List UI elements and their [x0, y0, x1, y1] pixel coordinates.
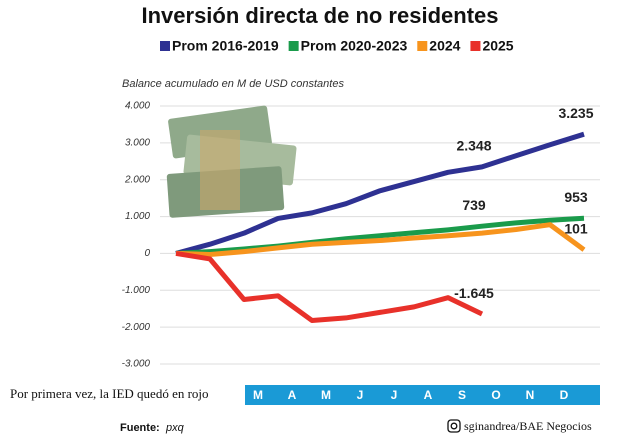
- x-tick-label: S: [458, 388, 466, 402]
- x-tick-label: J: [357, 388, 364, 402]
- legend-swatch: [417, 41, 428, 51]
- x-tick-label: A: [288, 388, 297, 402]
- data-label: 953: [564, 189, 588, 205]
- source-label: Fuente:: [120, 422, 160, 434]
- legend-label: Prom 2020-2023: [301, 38, 408, 54]
- money-image: [166, 105, 297, 218]
- instagram-icon: [447, 419, 461, 433]
- legend: Prom 2016-2019 Prom 2020-2023 2024 2025: [160, 38, 514, 54]
- data-label: 739: [462, 197, 486, 213]
- y-tick-label: 1.000: [125, 211, 150, 222]
- series-line: [175, 215, 585, 256]
- annotation-box: [0, 381, 245, 409]
- x-tick-label: N: [526, 388, 535, 402]
- series-line: [175, 250, 484, 324]
- y-tick-label: 4.000: [125, 101, 150, 112]
- y-tick-label: -2.000: [122, 322, 151, 333]
- data-label: 3.235: [558, 105, 593, 121]
- x-tick-label: J: [391, 388, 398, 402]
- x-tick-label: M: [321, 388, 331, 402]
- annotation: Por primera vez, la IED quedó en rojo: [10, 386, 209, 401]
- data-label: 2.348: [456, 138, 491, 154]
- y-tick-label: -1.000: [122, 285, 151, 296]
- legend-label: 2024: [429, 38, 460, 54]
- x-tick-label: M: [253, 388, 263, 402]
- credit: sginandrea/BAE Negocios: [464, 419, 592, 433]
- data-label: 101: [564, 220, 588, 236]
- y-tick-label: 2.000: [124, 174, 150, 185]
- chart-subtitle: Balance acumulado en M de USD constantes: [122, 78, 344, 90]
- x-tick-label: O: [491, 388, 500, 402]
- legend-label: Prom 2016-2019: [172, 38, 279, 54]
- chart-title: Inversión directa de no residentes: [141, 3, 498, 28]
- legend-label: 2025: [482, 38, 513, 54]
- series-line: [175, 131, 585, 256]
- y-tick-label: 0: [144, 248, 150, 259]
- x-tick-label: A: [424, 388, 433, 402]
- legend-swatch: [288, 41, 299, 51]
- data-label: -1.645: [454, 285, 494, 301]
- source: pxq: [165, 422, 185, 434]
- y-tick-label: 3.000: [125, 137, 150, 148]
- legend-swatch: [470, 41, 481, 51]
- grid: 4.000 3.000 2.000 1.000 0 -1.000 -2.000 -3.000: [122, 101, 600, 370]
- x-tick-label: D: [560, 388, 569, 402]
- y-tick-label: -3.000: [122, 359, 151, 370]
- month-band: [245, 385, 600, 405]
- plot-area: 2.348 3.235 739 953 101 -1.645: [175, 105, 594, 324]
- series-line: [175, 222, 586, 258]
- legend-swatch: [160, 41, 170, 51]
